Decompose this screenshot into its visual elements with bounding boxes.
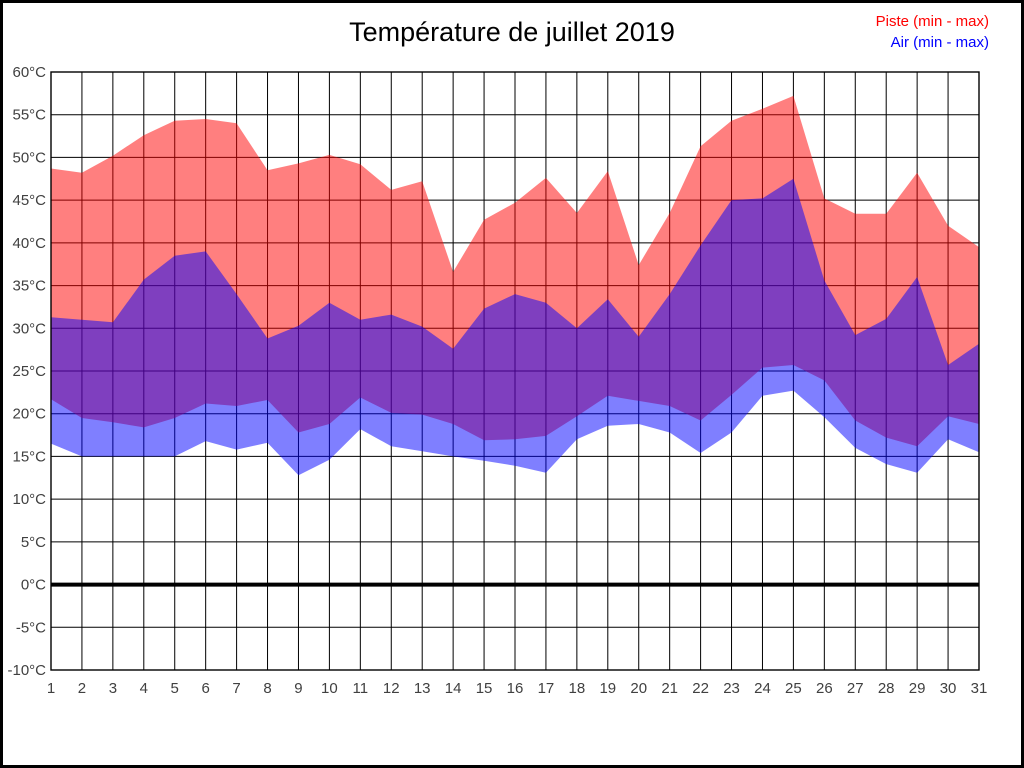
svg-text:35°C: 35°C	[12, 278, 46, 295]
svg-text:30°C: 30°C	[12, 320, 46, 337]
svg-text:29: 29	[909, 680, 926, 697]
legend-item-piste: Piste (min - max)	[875, 13, 989, 30]
svg-text:19: 19	[599, 680, 616, 697]
svg-text:40°C: 40°C	[12, 235, 46, 252]
plot-frame	[50, 71, 980, 671]
y-axis-labels: 60°C 55°C 50°C 45°C 40°C 35°C 30°C 25°C 20°C 15°C…	[7, 64, 46, 679]
svg-text:2: 2	[78, 680, 86, 697]
svg-text:5: 5	[171, 680, 179, 697]
svg-text:15: 15	[476, 680, 493, 697]
svg-text:-10°C: -10°C	[7, 662, 46, 679]
svg-text:18: 18	[569, 680, 586, 697]
svg-text:22: 22	[692, 680, 709, 697]
svg-text:30: 30	[940, 680, 957, 697]
svg-text:15°C: 15°C	[12, 448, 46, 465]
svg-text:5°C: 5°C	[21, 534, 46, 551]
svg-text:3: 3	[109, 680, 117, 697]
svg-text:9: 9	[294, 680, 302, 697]
svg-text:6: 6	[201, 680, 209, 697]
svg-text:60°C: 60°C	[12, 64, 46, 81]
legend-item-air: Air (min - max)	[890, 34, 989, 51]
svg-text:25: 25	[785, 680, 802, 697]
svg-text:50°C: 50°C	[12, 149, 46, 166]
svg-text:28: 28	[878, 680, 895, 697]
svg-text:23: 23	[723, 680, 740, 697]
svg-text:11: 11	[353, 680, 369, 697]
svg-text:10: 10	[321, 680, 338, 697]
svg-text:26: 26	[816, 680, 833, 697]
svg-text:27: 27	[847, 680, 864, 697]
svg-text:13: 13	[414, 680, 431, 697]
svg-text:20: 20	[630, 680, 647, 697]
svg-text:8: 8	[263, 680, 271, 697]
svg-text:21: 21	[661, 680, 678, 697]
svg-text:20°C: 20°C	[12, 406, 46, 423]
svg-text:7: 7	[232, 680, 240, 697]
svg-text:45°C: 45°C	[12, 192, 46, 209]
svg-text:24: 24	[754, 680, 771, 697]
temperature-band-chart: 60°C55°C50°C45°C40°C35°C30°C25°C20°C15°C…	[7, 64, 988, 697]
svg-text:1: 1	[47, 680, 55, 697]
svg-text:16: 16	[507, 680, 524, 697]
svg-text:55°C: 55°C	[12, 107, 46, 124]
x-axis-labels: 1 2 3 4 5 6 7 8 9 10 11 12 13 14 15 16 17 18 19 20 21 22 23 24 2…	[47, 680, 988, 697]
svg-text:31: 31	[971, 680, 988, 697]
svg-text:17: 17	[538, 680, 555, 697]
svg-text:10°C: 10°C	[12, 491, 46, 508]
svg-text:25°C: 25°C	[12, 363, 46, 380]
air-band	[51, 178, 979, 476]
svg-text:4: 4	[140, 680, 148, 697]
svg-text:14: 14	[445, 680, 462, 697]
svg-text:12: 12	[383, 680, 400, 697]
chart-title: Température de juillet 2019	[349, 17, 675, 47]
chart-legend: Piste (min - max) Air (min - max)	[876, 11, 989, 53]
svg-text:-5°C: -5°C	[16, 619, 46, 636]
svg-text:0°C: 0°C	[21, 577, 46, 594]
